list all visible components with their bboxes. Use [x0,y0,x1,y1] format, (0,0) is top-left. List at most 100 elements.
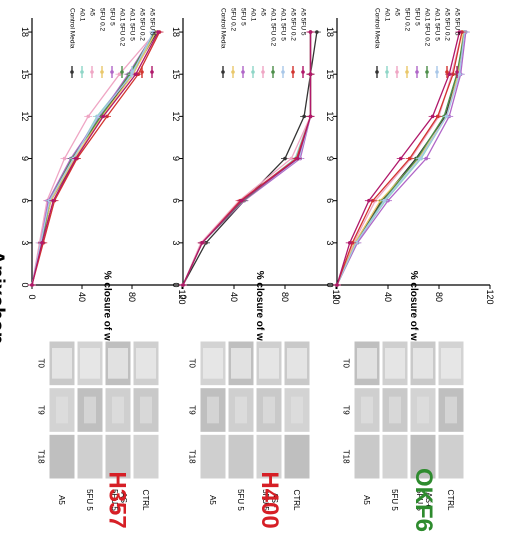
data-point [444,114,449,119]
legend-marker [110,70,114,74]
treatment-label-line: CTRL [141,490,150,511]
data-point [133,72,138,77]
legend-label: A5 5FU 0.2 [290,8,297,41]
wound-gap [263,396,275,424]
legend-label: Control Media [374,8,381,49]
closure-tick-label: 80 [280,292,290,302]
wound-gap [413,348,433,379]
legend-label: A0.1 5FU 5 [129,8,136,41]
treatment-label: CTRL [141,490,150,511]
micrograph-image [437,433,465,480]
legend-marker [425,70,429,74]
cell-line-name: H357 [104,471,131,528]
legend-marker [140,70,144,74]
closure-axis-label: % closure of wound [102,271,113,365]
legend-marker [80,70,84,74]
data-point [308,30,313,34]
data-point [51,198,56,203]
data-point [308,114,313,119]
data-point [283,156,287,161]
legend-label: 5FU 0.2 [230,8,237,32]
wound-gap [445,396,457,424]
legend-label: A5 5FU 5 [300,8,307,36]
timepoint-label: T9 [342,405,351,415]
treatment-label: 5FU 5 [236,489,245,511]
data-point [181,283,185,287]
time-tick-label: 15 [20,69,30,79]
legend-marker [241,70,245,74]
legend-label: Control Media [69,8,76,49]
legend-label: A0.1 5FU 5 [434,8,441,41]
series-line-a5 [31,31,157,286]
legend-marker [415,70,419,74]
closure-tick-label: 40 [383,292,393,302]
closure-tick-label: 120 [331,289,341,304]
data-point [435,114,440,119]
closure-tick-label: 0 [332,294,342,299]
legend-label: A5 [89,8,96,16]
wound-gap [259,348,279,379]
data-point [295,156,300,161]
data-point [347,241,352,245]
treatment-label-line: 5FU 5 [415,489,424,511]
wound-gap [207,396,219,424]
wound-gap [357,348,377,379]
legend-label: 5FU 5 [240,8,247,26]
data-point [86,114,91,119]
closure-tick-label: 0 [178,294,188,299]
closure-tick-label: 120 [485,289,495,304]
legend-marker [150,70,154,74]
treatment-label: A5 [362,495,371,505]
treatment-label-line: CTRL [292,490,301,511]
data-point [382,198,386,203]
time-tick-label: 15 [171,69,181,79]
legend-label: A0.1 [384,8,391,22]
time-tick-label: 6 [20,198,30,203]
time-tick-label: 18 [171,27,181,37]
legend-label: Control Media [220,8,227,49]
micrograph-image [104,433,132,480]
legend-marker [281,70,285,74]
page-title: Apixaban [0,250,8,345]
wound-gap [56,396,68,424]
micrograph-image [76,433,104,480]
treatment-label: AS+5FU 5 [261,489,279,511]
micrograph-image [132,433,160,480]
timepoint-label: T0 [188,359,197,369]
data-point [40,241,44,245]
data-point [289,156,294,161]
data-point [73,156,78,161]
legend-label: A5 5FU 5 [454,8,461,36]
data-point [424,156,429,161]
treatment-label: CTRL [446,490,455,511]
closure-tick-label: 80 [127,292,137,302]
time-tick-label: 12 [325,111,335,121]
time-tick-label: 9 [325,156,335,161]
treatment-label: AS+5FU 5 [415,489,433,511]
micrograph-image [227,433,255,480]
data-point [156,30,161,34]
wound-gap [108,348,128,379]
timepoint-label: T18 [37,450,46,464]
data-point [457,30,462,34]
closure-tick-label: 40 [77,292,87,302]
treatment-label: 5FU 5 [390,489,399,511]
data-point [335,283,339,287]
legend-marker [130,70,134,74]
micrograph-image [381,433,409,480]
treatment-label-line: A5 [362,495,371,505]
series-line-a0-1 [31,31,157,286]
treatment-label: CTRL [292,490,301,511]
treatment-label-line: A5 [57,495,66,505]
treatment-label: A5 [208,495,217,505]
treatment-label-line: 5FU 5 [261,489,270,511]
wound-gap [385,348,405,379]
wound-gap [291,396,303,424]
time-tick-label: 6 [325,198,335,203]
series-line-a5-5fu-5 [31,31,159,286]
series-line-5fu-0-2 [31,31,157,286]
closure-axis-label: % closure of wound [254,271,265,365]
legend-label: A0.1 [250,8,257,22]
wound-gap [80,348,100,379]
